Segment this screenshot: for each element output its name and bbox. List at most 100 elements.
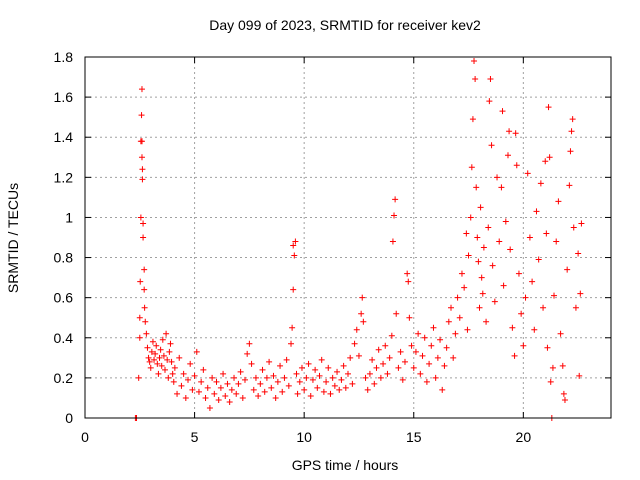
- data-point: [163, 330, 170, 337]
- data-point: [146, 358, 153, 365]
- data-point: [410, 364, 417, 371]
- data-point: [375, 346, 382, 353]
- data-point: [291, 252, 298, 259]
- data-point: [323, 378, 330, 385]
- data-point: [500, 282, 507, 289]
- data-point: [502, 218, 509, 225]
- data-point: [239, 394, 246, 401]
- data-point: [303, 374, 310, 381]
- data-point: [138, 112, 145, 119]
- data-point: [136, 334, 143, 341]
- data-point: [359, 294, 366, 301]
- data-point: [189, 386, 196, 393]
- data-point: [540, 304, 547, 311]
- data-point: [176, 354, 183, 361]
- data-point: [136, 314, 143, 321]
- data-point: [178, 382, 185, 389]
- data-point: [187, 360, 194, 367]
- data-point: [395, 364, 402, 371]
- data-point: [340, 362, 347, 369]
- data-point: [277, 362, 284, 369]
- data-point: [485, 224, 492, 231]
- data-point: [360, 318, 367, 325]
- y-tick-label: 0.4: [54, 330, 74, 346]
- data-point: [569, 116, 576, 123]
- data-point: [257, 380, 264, 387]
- data-point: [432, 374, 439, 381]
- data-point: [161, 366, 168, 373]
- data-point: [384, 370, 391, 377]
- data-point: [296, 378, 303, 385]
- data-point: [570, 224, 577, 231]
- data-point: [494, 174, 501, 181]
- data-point: [572, 304, 579, 311]
- data-point: [149, 338, 156, 345]
- data-point: [526, 234, 533, 241]
- data-point: [531, 326, 538, 333]
- data-point: [475, 258, 482, 265]
- data-point: [557, 330, 564, 337]
- data-point: [524, 170, 531, 177]
- data-point: [564, 266, 571, 273]
- data-point: [445, 318, 452, 325]
- data-point: [576, 372, 583, 379]
- data-point: [144, 344, 151, 351]
- data-point: [434, 354, 441, 361]
- data-point: [143, 330, 150, 337]
- data-point: [474, 234, 481, 241]
- data-point: [389, 238, 396, 245]
- data-point: [305, 360, 312, 367]
- data-point: [496, 238, 503, 245]
- data-point: [235, 380, 242, 387]
- data-point: [158, 362, 165, 369]
- data-point: [491, 298, 498, 305]
- data-point: [220, 370, 227, 377]
- data-point: [529, 278, 536, 285]
- data-point: [537, 180, 544, 187]
- data-point: [507, 246, 514, 253]
- data-point: [551, 292, 558, 299]
- data-point: [288, 340, 295, 347]
- data-point: [386, 354, 393, 361]
- data-point: [506, 128, 513, 135]
- data-point: [171, 364, 178, 371]
- data-point: [349, 380, 356, 387]
- y-axis-label: SRMTID / TECUs: [5, 183, 21, 293]
- data-point: [228, 386, 235, 393]
- data-point: [377, 374, 384, 381]
- data-point: [166, 348, 173, 355]
- data-point: [388, 332, 395, 339]
- data-point: [217, 384, 224, 391]
- data-point: [512, 130, 519, 137]
- data-point: [153, 342, 160, 349]
- data-point: [169, 370, 176, 377]
- data-point: [159, 336, 166, 343]
- data-point: [168, 358, 175, 365]
- data-point: [307, 392, 314, 399]
- data-point: [331, 382, 338, 389]
- data-point: [318, 356, 325, 363]
- data-point: [405, 278, 412, 285]
- data-point: [154, 360, 161, 367]
- y-tick-label: 1: [65, 209, 73, 225]
- data-point: [138, 138, 145, 145]
- data-point: [142, 318, 149, 325]
- data-point: [213, 378, 220, 385]
- data-point: [281, 374, 288, 381]
- data-point: [369, 356, 376, 363]
- data-point: [292, 238, 299, 245]
- data-point: [454, 294, 461, 301]
- data-point: [473, 184, 480, 191]
- data-point: [301, 386, 308, 393]
- y-tick-label: 1.6: [54, 89, 74, 105]
- data-point: [160, 352, 167, 359]
- data-point: [469, 116, 476, 123]
- data-point: [448, 304, 455, 311]
- data-point: [520, 342, 527, 349]
- data-point: [248, 360, 255, 367]
- data-point: [270, 372, 277, 379]
- y-tick-label: 0: [65, 410, 73, 426]
- x-tick-label: 0: [81, 429, 89, 445]
- data-point: [477, 204, 484, 211]
- data-point: [543, 230, 550, 237]
